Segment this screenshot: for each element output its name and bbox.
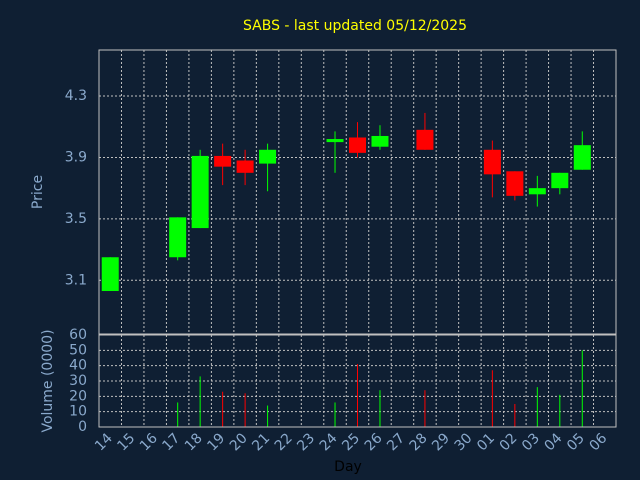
candles bbox=[101, 112, 591, 292]
x-tick-label: 20 bbox=[227, 430, 251, 454]
candle-body bbox=[169, 217, 187, 258]
chart-title: SABS - last updated 05/12/2025 bbox=[243, 18, 467, 34]
candle-body bbox=[483, 149, 501, 175]
price-axis-label: Price bbox=[30, 175, 46, 209]
volume-tick-label: 20 bbox=[69, 388, 87, 404]
candle-body bbox=[528, 188, 546, 195]
x-tick-label: 28 bbox=[407, 430, 431, 454]
candle-body bbox=[506, 171, 524, 196]
x-tick-label: 27 bbox=[384, 430, 408, 454]
volume-tick-label: 30 bbox=[69, 373, 87, 389]
candle-body bbox=[551, 172, 569, 189]
x-tick-label: 04 bbox=[542, 430, 566, 454]
volume-tick-label: 40 bbox=[69, 358, 87, 374]
candle-body bbox=[191, 155, 209, 229]
x-tick-label: 05 bbox=[564, 430, 588, 454]
candle-body bbox=[573, 145, 591, 170]
candle-body bbox=[259, 149, 277, 164]
x-tick-label: 21 bbox=[249, 430, 273, 454]
candle-body bbox=[326, 139, 344, 143]
candle-body bbox=[214, 155, 232, 167]
x-tick-label: 03 bbox=[519, 430, 543, 454]
price-tick-labels: 3.1 3.5 3.9 4.3 bbox=[65, 88, 87, 288]
volume-bars bbox=[177, 350, 583, 427]
x-tick-label: 30 bbox=[452, 430, 476, 454]
x-tick-label: 18 bbox=[182, 430, 206, 454]
x-tick-label: 19 bbox=[204, 430, 228, 454]
x-tick-label: 17 bbox=[159, 430, 183, 454]
x-tick-label: 01 bbox=[474, 430, 498, 454]
x-tick-label: 06 bbox=[586, 430, 610, 454]
price-tick-label: 3.9 bbox=[65, 149, 87, 165]
x-tick-label: 25 bbox=[339, 430, 363, 454]
candle-body bbox=[371, 135, 389, 147]
x-tick-label: 15 bbox=[114, 430, 138, 454]
x-tick-label: 14 bbox=[92, 430, 116, 454]
volume-tick-label: 60 bbox=[69, 327, 87, 343]
candle-body bbox=[349, 137, 366, 153]
candle-body bbox=[101, 257, 119, 292]
price-tick-label: 3.1 bbox=[65, 272, 87, 288]
price-tick-label: 3.5 bbox=[65, 211, 87, 227]
x-tick-label: 24 bbox=[317, 430, 341, 454]
price-grid bbox=[99, 50, 617, 334]
x-tick-label: 29 bbox=[429, 430, 453, 454]
x-tick-label: 16 bbox=[137, 430, 161, 454]
volume-axis-label: Volume (0000) bbox=[40, 329, 56, 432]
volume-tick-label: 10 bbox=[69, 404, 87, 420]
x-tick-labels: 1415161718192021222324252627282930010203… bbox=[92, 430, 610, 454]
candle-body bbox=[236, 160, 254, 173]
price-tick-label: 4.3 bbox=[65, 88, 87, 104]
x-tick-label: 02 bbox=[497, 430, 521, 454]
volume-tick-label: 50 bbox=[69, 342, 87, 358]
candle-body bbox=[416, 129, 434, 150]
x-tick-label: 23 bbox=[294, 430, 318, 454]
x-axis-label: Day bbox=[334, 459, 362, 475]
price-plot-frame bbox=[98, 49, 617, 335]
volume-tick-label: 0 bbox=[78, 419, 87, 435]
x-tick-label: 26 bbox=[362, 430, 386, 454]
x-tick-label: 22 bbox=[272, 430, 296, 454]
volume-plot-frame bbox=[98, 334, 617, 428]
